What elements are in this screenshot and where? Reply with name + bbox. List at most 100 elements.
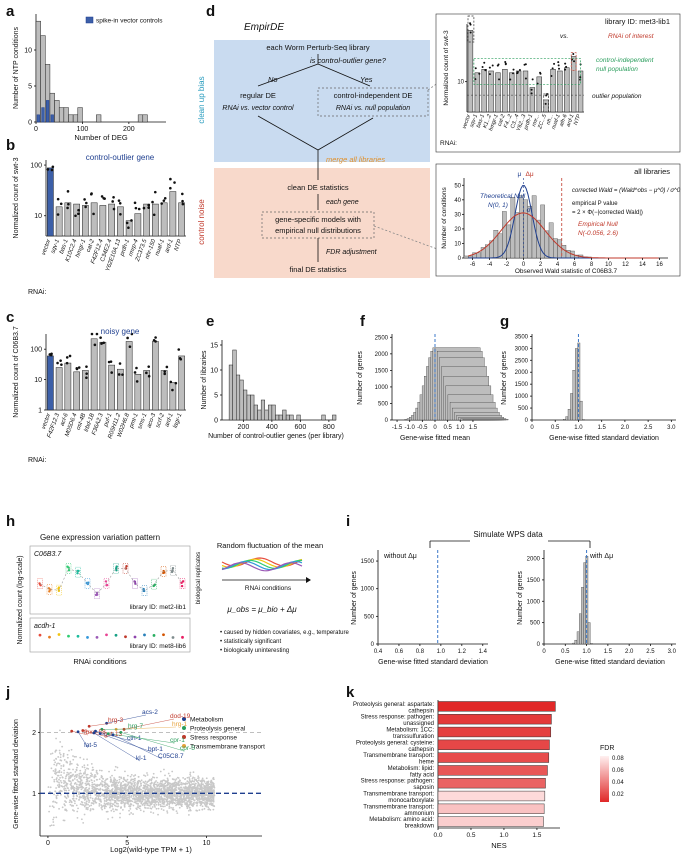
scatter-point	[181, 788, 184, 791]
scatter-point	[80, 818, 83, 821]
h-x-axis-label: RNAi conditions	[73, 657, 127, 666]
scatter-point	[75, 787, 78, 790]
inset1-dot	[498, 78, 501, 81]
scatter-point	[143, 804, 146, 807]
scatter-point	[130, 773, 133, 776]
scatter-point	[141, 804, 144, 806]
scatter-point	[142, 786, 145, 789]
scatter-point	[110, 785, 113, 787]
scatter-point	[119, 791, 122, 793]
hist-bar	[576, 631, 580, 645]
x-tick-label: 1.4	[479, 649, 488, 655]
inset2-x-tick-label: 14	[639, 262, 646, 268]
replicate-dot	[130, 332, 134, 336]
scatter-point	[139, 809, 142, 812]
side-label-noise: control noise	[197, 199, 206, 245]
scatter-point	[136, 784, 139, 787]
category-label: ard-1	[164, 413, 174, 428]
category-label-line1: Stress response: pathogen:	[361, 779, 435, 785]
without-dmu-label: without Δμ	[383, 553, 417, 560]
h-rep-box	[160, 566, 167, 577]
category-label: bas-1	[59, 239, 70, 255]
scatter-point	[187, 800, 189, 803]
replicate-dot	[125, 221, 129, 225]
inset1-bar	[467, 30, 474, 113]
scatter-point	[91, 783, 94, 786]
x-tick-label: 0.5	[443, 425, 452, 431]
scatter-point	[83, 795, 86, 798]
bar-K10C2.4	[73, 203, 80, 237]
scatter-point	[132, 795, 135, 797]
gene-leader	[112, 734, 163, 760]
scatter-point	[89, 808, 92, 810]
gene-leader	[89, 722, 113, 727]
scatter-point	[87, 803, 89, 806]
sim-title: Simulate WPS data	[473, 530, 543, 539]
scatter-point	[209, 791, 212, 794]
scatter-point	[106, 810, 109, 813]
inset2-x-axis-label: Observed Wald statistic of C06B3.7	[515, 268, 618, 275]
scatter-point	[143, 782, 146, 785]
scatter-point	[197, 777, 199, 780]
scatter-point	[183, 801, 186, 803]
inset2-y-axis-label: Number of conditions	[441, 187, 448, 249]
rnai-box	[570, 52, 577, 72]
replicate-dot	[117, 199, 121, 202]
inset1-bar	[481, 69, 487, 113]
y-tick-label: 0	[385, 418, 389, 424]
scatter-point	[128, 781, 130, 784]
scatter-point	[53, 793, 55, 796]
scatter-point	[156, 776, 158, 779]
scatter-point	[91, 781, 94, 784]
flow-merge: merge all libraries	[326, 155, 385, 164]
scatter-point	[128, 809, 130, 812]
scatter-point	[178, 801, 180, 804]
scatter-point	[80, 788, 83, 791]
scatter-point	[194, 784, 196, 787]
scatter-point	[105, 798, 108, 801]
scatter-point	[113, 797, 116, 800]
scatter-point	[48, 810, 51, 813]
legend-label: Transmembrane transport	[190, 744, 265, 751]
scatter-point	[193, 793, 196, 796]
scatter-point	[126, 796, 129, 799]
scatter-point	[138, 785, 141, 788]
scatter-point	[105, 805, 107, 808]
replicate-dot	[85, 201, 88, 205]
scatter-point	[212, 778, 215, 781]
scatter-point	[60, 767, 63, 770]
scatter-point	[84, 770, 86, 773]
rnai-interest-label: RNAi of interest	[608, 33, 655, 40]
scatter-point	[121, 797, 124, 800]
noise-bg	[214, 168, 430, 278]
scatter-point	[65, 785, 68, 787]
y-tick-label: 2500	[375, 335, 389, 341]
x-axis-label: Gene-wise fitted standard deviation	[549, 435, 659, 442]
scatter-point	[207, 796, 209, 798]
hist-bar	[583, 562, 586, 645]
scatter-point	[100, 774, 103, 777]
scatter-point	[99, 795, 102, 798]
scatter-point	[166, 795, 169, 798]
scatter-point	[186, 780, 189, 783]
scatter-point	[58, 807, 60, 810]
y-tick-label: 1000	[375, 385, 389, 391]
y-axis-label: Number of genes	[357, 351, 364, 405]
scatter-point	[149, 804, 151, 807]
scatter-point	[200, 803, 203, 806]
highlight-point	[119, 730, 123, 734]
hist-bar	[572, 370, 576, 421]
panel-c-barchart: vectorF42F12.3acl-6M05D6.4ost-4Blrbd-1BF…	[13, 326, 186, 464]
scatter-point	[103, 799, 106, 802]
scatter-point	[82, 821, 85, 824]
scatter-point	[91, 797, 94, 800]
scatter-point	[94, 773, 96, 776]
highlight-point	[111, 733, 115, 737]
inset1-bar	[488, 70, 494, 113]
gene-label-dod-19: dod-19	[170, 713, 191, 720]
scatter-point	[158, 788, 161, 790]
panel-b-barchart: vectorsqv-1bas-1K10C2.4hmgr-1cat-2F42F12…	[13, 153, 186, 296]
scatter-point	[130, 796, 133, 798]
scatter-point	[66, 753, 69, 756]
